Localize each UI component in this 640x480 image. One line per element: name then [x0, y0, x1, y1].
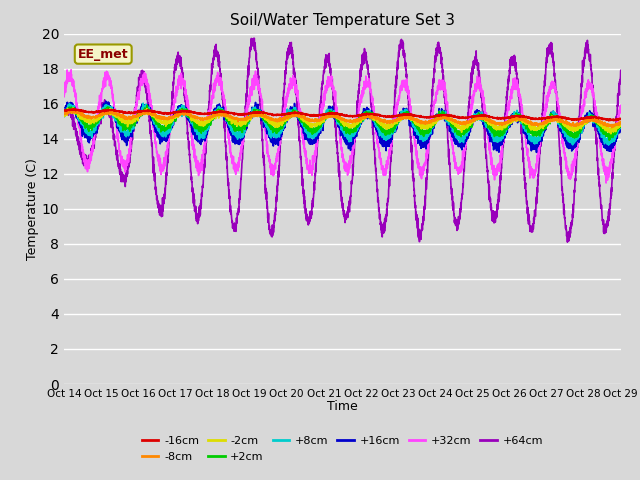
-8cm: [60, 112, 68, 118]
+64cm: [564, 239, 572, 245]
Title: Soil/Water Temperature Set 3: Soil/Water Temperature Set 3: [230, 13, 455, 28]
+16cm: [102, 98, 110, 104]
+64cm: [216, 59, 223, 64]
+2cm: [605, 137, 613, 143]
-8cm: [617, 119, 625, 124]
-8cm: [617, 121, 625, 127]
+2cm: [617, 121, 625, 127]
Line: +2cm: +2cm: [64, 105, 621, 140]
+64cm: [406, 135, 414, 141]
Legend: -16cm, -8cm, -2cm, +2cm, +8cm, +16cm, +32cm, +64cm: -16cm, -8cm, -2cm, +2cm, +8cm, +16cm, +3…: [138, 432, 547, 466]
-8cm: [397, 116, 404, 121]
+8cm: [140, 100, 147, 106]
+64cm: [60, 111, 68, 117]
-2cm: [564, 125, 572, 131]
+16cm: [180, 107, 188, 113]
X-axis label: Time: Time: [327, 400, 358, 413]
-2cm: [617, 120, 625, 125]
+16cm: [216, 105, 223, 110]
-16cm: [617, 116, 625, 122]
+2cm: [180, 109, 188, 115]
Line: +32cm: +32cm: [64, 70, 621, 183]
Line: +8cm: +8cm: [64, 103, 621, 145]
+32cm: [406, 107, 414, 113]
-16cm: [397, 112, 404, 118]
+64cm: [617, 68, 625, 73]
-2cm: [607, 131, 615, 137]
-8cm: [564, 121, 572, 127]
-16cm: [406, 112, 414, 118]
-8cm: [216, 111, 223, 117]
+32cm: [397, 84, 404, 90]
+2cm: [143, 102, 151, 108]
+8cm: [216, 108, 223, 113]
+16cm: [406, 121, 414, 127]
+2cm: [406, 116, 414, 122]
-16cm: [180, 108, 188, 114]
Line: +16cm: +16cm: [64, 101, 621, 152]
-2cm: [60, 112, 68, 118]
+2cm: [397, 116, 404, 122]
-16cm: [60, 108, 68, 113]
+16cm: [532, 149, 540, 155]
+8cm: [397, 108, 404, 114]
-2cm: [216, 109, 223, 115]
+64cm: [564, 231, 572, 237]
-8cm: [69, 108, 77, 113]
+32cm: [216, 76, 223, 82]
+16cm: [60, 110, 68, 116]
-8cm: [406, 114, 414, 120]
+8cm: [406, 116, 414, 121]
-8cm: [608, 125, 616, 131]
+8cm: [617, 124, 625, 130]
+32cm: [602, 180, 610, 186]
+16cm: [617, 125, 625, 131]
+32cm: [617, 107, 625, 112]
+8cm: [605, 142, 612, 148]
Line: -2cm: -2cm: [64, 108, 621, 134]
+32cm: [180, 83, 188, 88]
+2cm: [60, 113, 68, 119]
+32cm: [617, 102, 625, 108]
+64cm: [250, 36, 258, 41]
-16cm: [617, 116, 625, 121]
+64cm: [179, 81, 187, 86]
-2cm: [406, 117, 414, 122]
+16cm: [397, 112, 404, 118]
-8cm: [180, 111, 188, 117]
-2cm: [397, 114, 404, 120]
-16cm: [605, 118, 612, 123]
+16cm: [564, 144, 572, 150]
+8cm: [60, 112, 68, 118]
+64cm: [397, 41, 404, 47]
+2cm: [216, 111, 223, 117]
+8cm: [180, 109, 188, 115]
+16cm: [617, 120, 625, 126]
+8cm: [617, 120, 625, 126]
Y-axis label: Temperature (C): Temperature (C): [26, 158, 38, 260]
Line: -8cm: -8cm: [64, 110, 621, 128]
+32cm: [67, 67, 75, 72]
+8cm: [564, 136, 572, 142]
-2cm: [617, 121, 625, 127]
-16cm: [564, 115, 572, 121]
+32cm: [564, 166, 572, 171]
+2cm: [564, 126, 572, 132]
+64cm: [617, 68, 625, 74]
-2cm: [180, 110, 188, 116]
-16cm: [71, 106, 79, 112]
+2cm: [617, 121, 625, 127]
-2cm: [69, 105, 77, 111]
-16cm: [216, 108, 223, 114]
+32cm: [60, 91, 68, 97]
Line: -16cm: -16cm: [64, 109, 621, 120]
Text: EE_met: EE_met: [78, 48, 129, 60]
Line: +64cm: +64cm: [64, 38, 621, 242]
